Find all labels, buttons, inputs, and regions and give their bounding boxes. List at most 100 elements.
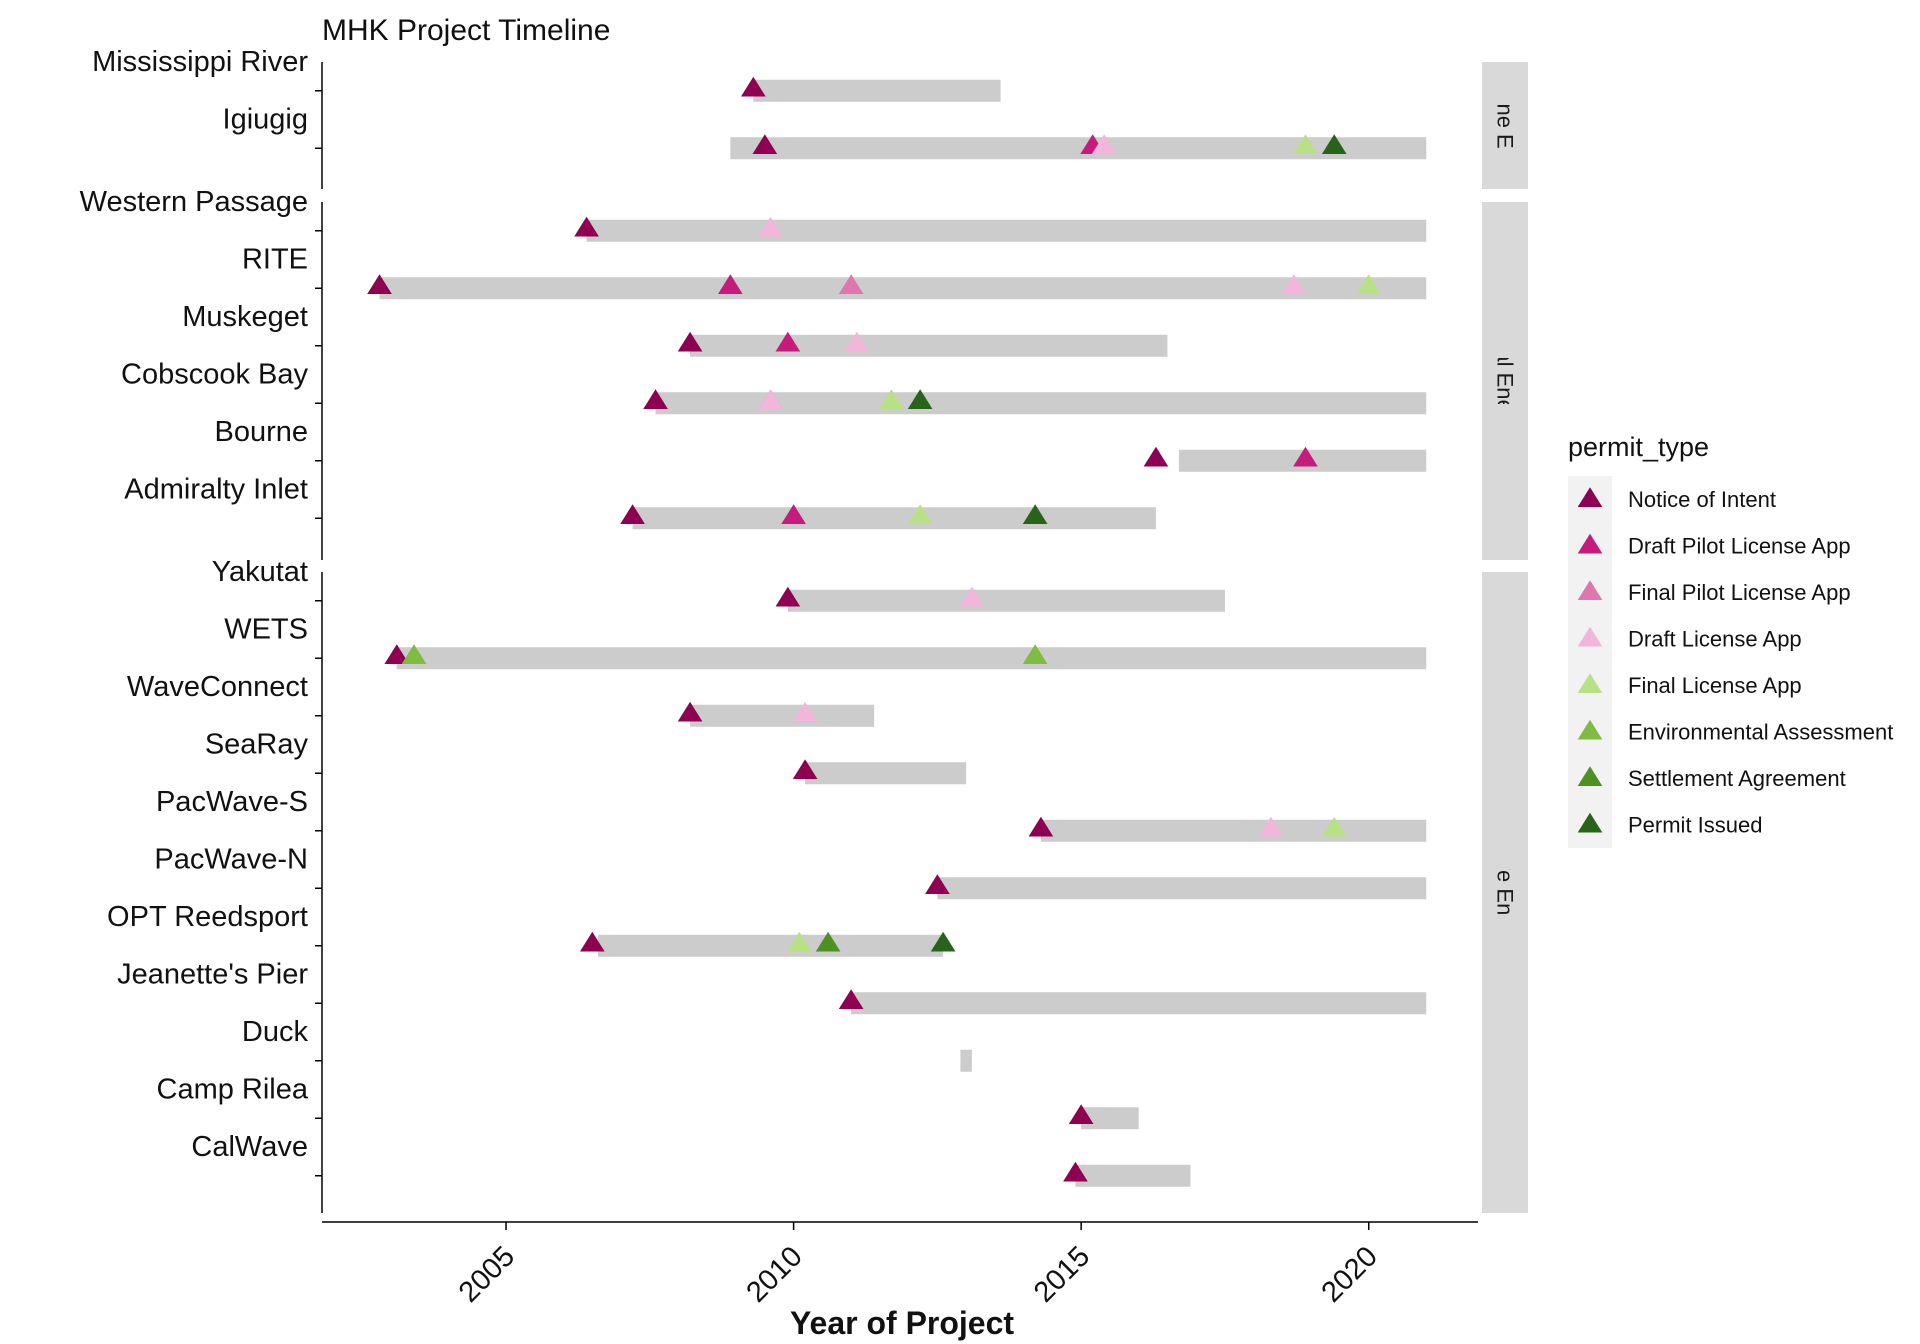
project-duration-bar [851, 992, 1427, 1015]
project-duration-bar [379, 277, 1427, 300]
permit-marker [838, 274, 864, 295]
project-duration-bar [805, 762, 967, 785]
permit-marker [1143, 446, 1169, 467]
permit-marker [677, 701, 703, 722]
permit-marker [1028, 816, 1054, 837]
legend: permit_type Notice of Intent Draft Pilot L… [1568, 432, 1893, 848]
project-label: Igiugig [223, 104, 308, 136]
project-duration-bar [1040, 819, 1427, 842]
x-tick-label: 2020 [1316, 1240, 1384, 1308]
permit-marker [844, 331, 870, 352]
project-label: Yakutat [212, 556, 308, 588]
facet-strip [1482, 202, 1528, 560]
permit-marker [792, 759, 818, 780]
project-duration-bar [632, 507, 1156, 530]
permit-marker [1063, 1161, 1088, 1182]
legend-title: permit_type [1568, 432, 1709, 462]
permit-marker [574, 216, 599, 237]
project-label: Western Passage [80, 186, 308, 218]
project-label: Admiralty Inlet [124, 474, 308, 506]
permit-marker [718, 274, 743, 295]
legend-key-background [1568, 476, 1612, 848]
facet-strip [1482, 62, 1528, 189]
permit-marker [1258, 816, 1284, 837]
permit-marker [907, 504, 933, 525]
permit-marker [907, 389, 933, 410]
facet-strip-label: Riverine Energy [1493, 47, 1518, 204]
permit-marker [384, 644, 410, 665]
project-duration-bar [586, 219, 1427, 242]
permit-marker [1321, 816, 1347, 837]
project-duration-bar [396, 647, 1427, 670]
permit-marker [1022, 504, 1048, 525]
permit-marker [1022, 644, 1048, 665]
permit-marker [643, 389, 668, 410]
permit-marker [1356, 274, 1382, 295]
permit-marker [1293, 134, 1318, 155]
project-duration-bar [1081, 1107, 1139, 1130]
project-label: SeaRay [205, 729, 309, 761]
facet-panels: Riverine Energy Mississippi River Igiugig T… [80, 46, 1528, 1213]
project-duration-bar [753, 79, 1001, 102]
permit-marker [925, 874, 950, 895]
facet-strip-label: Wave Energy [1493, 827, 1518, 958]
facet-panel: Riverine Energy Mississippi River Igiugig [92, 46, 1528, 204]
project-label: Mississippi River [92, 46, 308, 78]
project-duration-bar [960, 1049, 972, 1072]
permit-marker [787, 931, 812, 952]
permit-marker [367, 274, 392, 295]
x-tick-label: 2015 [1028, 1240, 1096, 1308]
project-label: Camp Rilea [157, 1074, 309, 1106]
permit-marker [930, 931, 956, 952]
project-label: CalWave [191, 1131, 308, 1163]
legend-item-label: Final Pilot License App [1628, 580, 1851, 605]
project-label: Cobscook Bay [121, 359, 308, 391]
project-duration-bar [787, 589, 1225, 612]
project-label: RITE [242, 244, 308, 276]
legend-item-label: Final License App [1628, 673, 1802, 698]
permit-marker [758, 216, 783, 237]
project-label: WETS [224, 614, 308, 646]
project-duration-bar [690, 334, 1168, 357]
permit-marker [879, 389, 904, 410]
permit-marker [781, 504, 806, 525]
permit-marker [838, 989, 864, 1010]
permit-marker [815, 931, 841, 952]
project-label: OPT Reedsport [107, 901, 308, 933]
x-tick-label: 2010 [740, 1240, 808, 1308]
legend-item-label: Settlement Agreement [1628, 766, 1846, 791]
permit-marker [1091, 134, 1117, 155]
permit-marker [620, 504, 645, 525]
project-duration-bar [730, 137, 1427, 160]
x-axis-label: Year of Project [790, 1305, 1014, 1341]
x-tick-label: 2005 [453, 1240, 521, 1308]
permit-marker [1293, 446, 1318, 467]
permit-marker [741, 76, 766, 97]
permit-marker [677, 331, 703, 352]
legend-key [1577, 580, 1603, 601]
project-duration-bar [1075, 1164, 1191, 1187]
legend-item-label: Permit Issued [1628, 812, 1763, 837]
project-label: Muskeget [182, 301, 308, 333]
legend-key [1577, 626, 1603, 647]
permit-marker [1068, 1104, 1094, 1125]
permit-marker [1281, 274, 1307, 295]
legend-item-label: Draft Pilot License App [1628, 533, 1851, 558]
legend-item-label: Environmental Assessment [1628, 719, 1893, 744]
legend-key [1577, 487, 1603, 508]
project-label: Bourne [214, 416, 308, 448]
legend-key [1577, 766, 1603, 787]
legend-item-label: Notice of Intent [1628, 487, 1776, 512]
legend-key [1577, 812, 1603, 833]
project-duration-bar [598, 934, 944, 957]
permit-marker [792, 701, 818, 722]
facet-panel: Wave Energy Yakutat WETS WaveConnect SeaRay P… [107, 556, 1528, 1213]
facet-strip-label: Tidal Energy [1493, 320, 1518, 443]
project-label: PacWave-N [154, 844, 308, 876]
facet-panel: Tidal Energy Western Passage RITE Muskeget C… [80, 186, 1528, 560]
permit-marker [752, 134, 778, 155]
project-duration-bar [937, 877, 1427, 900]
permit-marker [1321, 134, 1347, 155]
chart-title: MHK Project Timeline [322, 14, 610, 47]
